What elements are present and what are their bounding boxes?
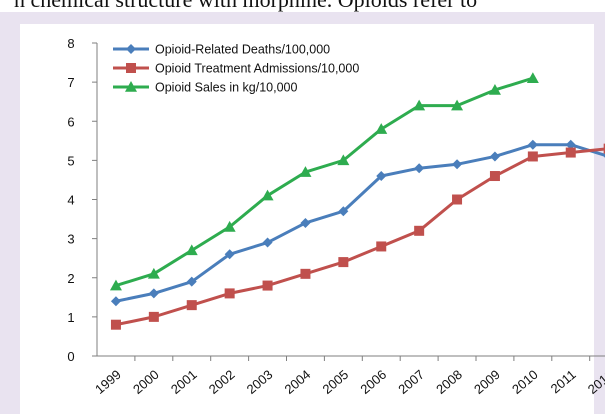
x-tick-label: 2008 <box>433 367 465 397</box>
series-1-point <box>263 238 273 248</box>
series-1-point <box>490 151 500 161</box>
series-3-point <box>527 72 539 83</box>
y-tick-label: 3 <box>67 232 74 247</box>
series-2-point <box>149 312 159 322</box>
legend-marker-2 <box>126 63 136 73</box>
series-3-point <box>148 268 160 279</box>
x-tick-label: 2000 <box>130 367 162 397</box>
series-2-point <box>111 320 121 330</box>
x-tick-label: 2009 <box>471 367 503 397</box>
series-3-point <box>262 190 274 201</box>
x-tick-label: 2012 <box>585 367 605 397</box>
series-2-point <box>263 281 273 291</box>
x-tick-label: 2005 <box>319 367 351 397</box>
series-1-point <box>452 159 462 169</box>
x-tick-label: 2002 <box>206 367 238 397</box>
y-tick-label: 5 <box>67 153 74 168</box>
series-2-point <box>452 195 462 205</box>
series-line-1 <box>116 145 605 302</box>
series-2-point <box>566 148 576 158</box>
x-tick-label: 2010 <box>509 367 541 397</box>
x-tick-label: 1999 <box>92 367 124 397</box>
series-3-point <box>375 123 387 134</box>
y-tick-label: 1 <box>67 310 74 325</box>
series-2-point <box>300 269 310 279</box>
y-tick-label: 8 <box>67 36 74 51</box>
series-2-point <box>187 300 197 310</box>
y-tick-label: 0 <box>67 349 74 364</box>
series-1-point <box>300 218 310 228</box>
series-2-point <box>414 226 424 236</box>
legend-marker-1 <box>126 44 136 54</box>
x-tick-label: 2006 <box>357 367 389 397</box>
series-1-point <box>528 140 538 150</box>
y-tick-label: 4 <box>67 193 74 208</box>
series-2-point <box>528 151 538 161</box>
series-line-2 <box>116 149 605 325</box>
series-2-point <box>490 171 500 181</box>
x-tick-label: 2004 <box>282 367 314 397</box>
x-tick-label: 2001 <box>168 367 200 397</box>
series-2-point <box>338 257 348 267</box>
x-tick-label: 2003 <box>244 367 276 397</box>
series-2-point <box>376 241 386 251</box>
series-1-point <box>111 296 121 306</box>
series-3-point <box>186 244 198 255</box>
series-2-point <box>225 288 235 298</box>
legend-label-1: Opioid-Related Deaths/100,000 <box>155 43 330 57</box>
legend-label-2: Opioid Treatment Admissions/10,000 <box>155 62 359 76</box>
legend-label-3: Opioid Sales in kg/10,000 <box>155 81 298 95</box>
x-tick-label: 2007 <box>395 367 427 397</box>
series-1-point <box>414 163 424 173</box>
y-tick-label: 6 <box>67 114 74 129</box>
x-tick-label: 2011 <box>548 367 579 396</box>
y-tick-label: 7 <box>67 75 74 90</box>
series-line-3 <box>116 78 533 285</box>
series-1-point <box>149 288 159 298</box>
y-tick-label: 2 <box>67 271 74 286</box>
